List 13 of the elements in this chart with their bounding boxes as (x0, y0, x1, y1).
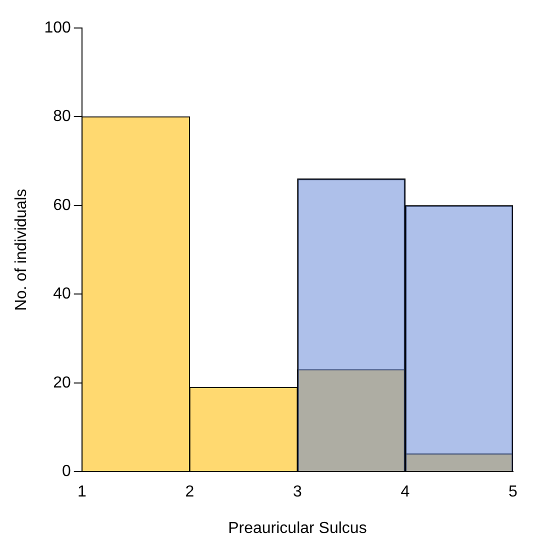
y-tick-label: 20 (53, 374, 71, 392)
x-tick-label: 2 (185, 484, 194, 501)
y-tick-label: 40 (53, 286, 71, 303)
y-tick-label: 100 (44, 19, 71, 36)
y-axis-title: No. of individuals (13, 188, 30, 311)
x-tick-label: 5 (508, 484, 518, 501)
x-tick-label: 3 (292, 484, 302, 501)
y-tick-label: 0 (62, 463, 71, 480)
x-tick-label: 4 (400, 484, 410, 501)
y-tick-label: 80 (53, 108, 71, 126)
x-axis-title: Preauricular Sulcus (228, 520, 367, 537)
x-tick-label: 1 (77, 484, 86, 501)
y-tick-label: 60 (53, 196, 71, 214)
